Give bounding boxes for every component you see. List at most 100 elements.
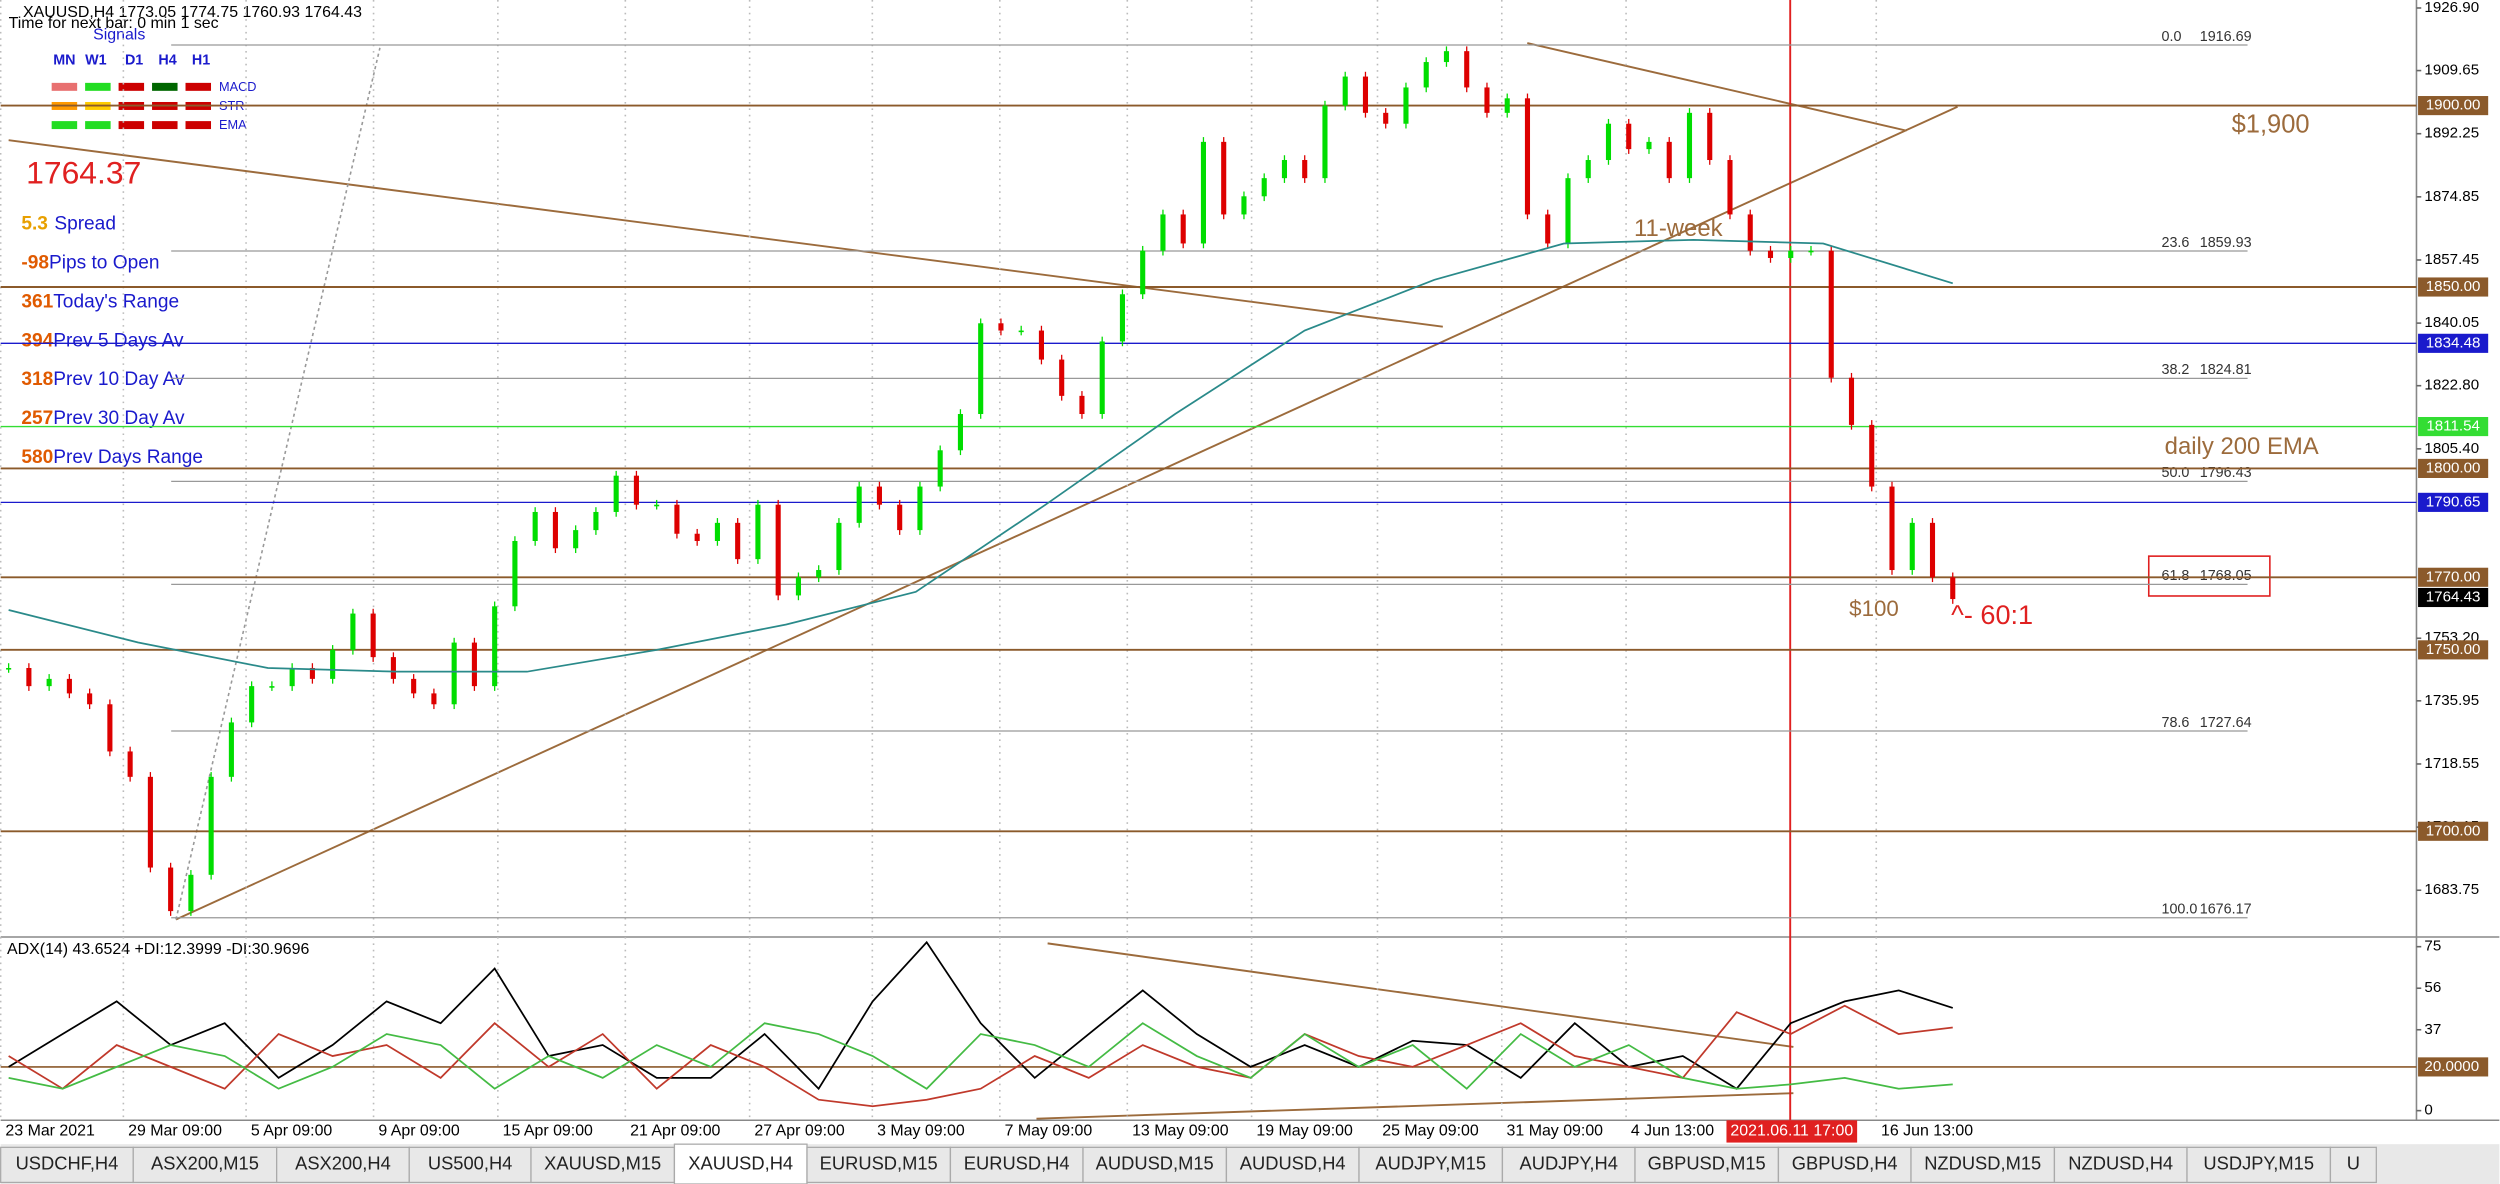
tab-label[interactable]: XAUUSD,H4 xyxy=(688,1153,793,1174)
tab-label[interactable]: NZDUSD,M15 xyxy=(1924,1153,2041,1174)
candle-body xyxy=(249,686,255,723)
tab[interactable] xyxy=(1358,1146,1504,1184)
candle-body xyxy=(309,667,315,679)
candle-body xyxy=(1261,178,1267,197)
candle-body xyxy=(1848,377,1855,425)
candle-body xyxy=(269,686,275,688)
tab[interactable] xyxy=(1501,1146,1636,1184)
candle-body xyxy=(1686,112,1693,179)
tab[interactable] xyxy=(0,1146,134,1184)
candle-body xyxy=(1119,294,1126,342)
candle-body xyxy=(1322,105,1328,179)
candle-body xyxy=(593,511,599,531)
candle-body xyxy=(714,522,720,541)
tab[interactable] xyxy=(1225,1146,1360,1184)
signal-square xyxy=(85,121,111,130)
info-row: 318Prev 10 Day Av xyxy=(21,369,185,390)
tab[interactable] xyxy=(1777,1146,1912,1184)
tab[interactable] xyxy=(2329,1146,2377,1184)
tab[interactable] xyxy=(1082,1146,1228,1184)
candle-body xyxy=(350,613,356,650)
tab-label[interactable]: AUDJPY,M15 xyxy=(1375,1153,1486,1174)
tab[interactable] xyxy=(806,1146,952,1184)
tab-label[interactable]: AUDJPY,H4 xyxy=(1520,1153,1618,1174)
tab[interactable] xyxy=(1910,1146,2056,1184)
info-label: Prev Days Range xyxy=(53,447,203,468)
candle-body xyxy=(1383,112,1389,124)
candle-body xyxy=(1788,250,1794,258)
candle-body xyxy=(532,511,538,541)
info-value: 580 xyxy=(21,447,53,468)
tab-label[interactable]: USDJPY,M15 xyxy=(2203,1153,2314,1174)
current-price: 1764.37 xyxy=(26,155,141,191)
tab-label[interactable]: GBPUSD,H4 xyxy=(1792,1153,1898,1174)
tab-label[interactable]: AUDUSD,M15 xyxy=(1096,1153,1214,1174)
price-level-box xyxy=(2418,587,2489,608)
price-level-box xyxy=(2418,567,2489,587)
candle-body xyxy=(471,642,477,687)
candle-body xyxy=(1808,250,1814,253)
tab-label[interactable]: XAUUSD,M15 xyxy=(544,1153,661,1174)
tab-label[interactable]: ASX200,H4 xyxy=(295,1153,391,1174)
signal-square xyxy=(152,82,178,91)
price-level-label: 1800.00 xyxy=(2426,459,2481,476)
tab-label[interactable]: NZDUSD,H4 xyxy=(2068,1153,2173,1174)
tab-label[interactable]: U xyxy=(2347,1153,2360,1174)
tab[interactable] xyxy=(132,1146,278,1184)
candle-body xyxy=(917,486,923,531)
info-row: 5.3 Spread xyxy=(21,214,116,235)
price-level-label: 1850.00 xyxy=(2426,278,2481,295)
y-tick-label: 75 xyxy=(2424,938,2441,955)
candle-body xyxy=(1727,160,1733,215)
price-level-box xyxy=(2418,821,2489,841)
indicator-label: EMA xyxy=(219,117,247,132)
candle-body xyxy=(957,414,963,451)
candle-body xyxy=(188,874,194,912)
info-value: 318 xyxy=(21,369,53,390)
candle-body xyxy=(431,693,437,705)
tab-label[interactable]: EURUSD,H4 xyxy=(964,1153,1070,1174)
y-tick-label: 1874.85 xyxy=(2424,188,2479,205)
signal-square xyxy=(118,82,145,91)
tab[interactable] xyxy=(949,1146,1084,1184)
price-level-box xyxy=(2418,492,2489,512)
series-line xyxy=(8,238,1954,673)
fib-price: 1916.69 xyxy=(2200,29,2252,45)
annotation: daily 200 EMA xyxy=(2165,433,2319,460)
price-level-box xyxy=(2418,640,2489,660)
tab-label[interactable]: AUDUSD,H4 xyxy=(1240,1153,1346,1174)
tab-label[interactable]: GBPUSD,M15 xyxy=(1648,1153,1766,1174)
candle-body xyxy=(694,533,700,541)
candle-body xyxy=(1403,87,1409,124)
candle-body xyxy=(87,693,93,705)
tab-label[interactable]: US500,H4 xyxy=(428,1153,512,1174)
timeframe-label: D1 xyxy=(125,52,143,68)
tab[interactable] xyxy=(408,1146,532,1184)
x-tick-label: 5 Apr 09:00 xyxy=(251,1123,333,1140)
info-label: Prev 10 Day Av xyxy=(53,369,185,390)
candle-body xyxy=(573,530,579,549)
timeframe-label: MN xyxy=(53,52,75,68)
candle-body xyxy=(1079,395,1085,415)
x-tick-label: 4 Jun 13:00 xyxy=(1631,1123,1714,1140)
info-value: 361 xyxy=(21,292,53,313)
candle-body xyxy=(735,522,741,560)
candle-body xyxy=(1869,424,1875,487)
tab-label[interactable]: ASX200,M15 xyxy=(151,1153,259,1174)
candle-body xyxy=(1605,123,1612,161)
tab-label[interactable]: USDCHF,H4 xyxy=(16,1153,119,1174)
info-value: -98 xyxy=(21,253,49,274)
timeframe-label: W1 xyxy=(85,52,107,68)
candle-body xyxy=(370,613,376,658)
y-tick-label: 1840.05 xyxy=(2424,314,2479,331)
candle-body xyxy=(674,504,680,534)
tab-label[interactable]: EURUSD,M15 xyxy=(820,1153,938,1174)
candle-body xyxy=(1585,160,1591,179)
candle-body xyxy=(876,486,882,505)
tab[interactable] xyxy=(673,1143,808,1184)
candle-body xyxy=(512,540,518,607)
fib-price: 1727.64 xyxy=(2200,715,2252,731)
series-line xyxy=(8,1004,1953,1108)
candle-body xyxy=(1666,141,1672,179)
